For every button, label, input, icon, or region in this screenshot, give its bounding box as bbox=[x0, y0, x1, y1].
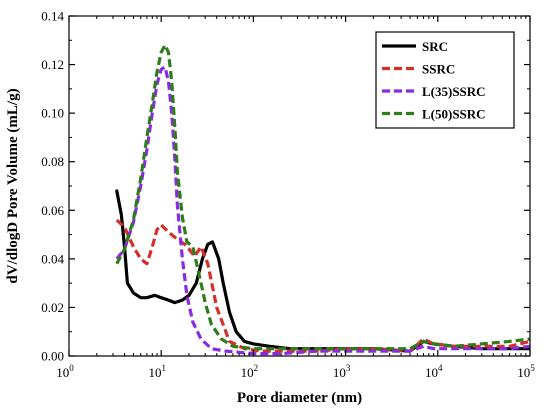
legend-label: SSRC bbox=[422, 62, 455, 77]
y-tick-label: 0.08 bbox=[41, 154, 64, 169]
legend: SRC SSRC L(35)SSRC L(50)SSRC bbox=[375, 31, 515, 129]
y-tick-label: 0.00 bbox=[41, 349, 64, 364]
x-tick-label: 100 bbox=[56, 363, 74, 380]
y-tick-label: 0.02 bbox=[41, 300, 64, 315]
series-line-1 bbox=[115, 218, 530, 353]
y-tick-label: 0.14 bbox=[41, 9, 64, 24]
ticks-layer: 100 101 102 103 104 105 0.00 0.02 0.04 0.06 0.08 0.… bbox=[41, 9, 535, 381]
series-layer bbox=[115, 43, 530, 356]
legend-label: SRC bbox=[422, 39, 448, 54]
x-tick-label: 105 bbox=[517, 363, 535, 380]
x-axis-title: Pore diameter (nm) bbox=[237, 390, 362, 406]
y-tick-label: 0.10 bbox=[41, 106, 64, 121]
y-tick-label: 0.04 bbox=[41, 251, 64, 266]
y-tick-label: 0.06 bbox=[41, 203, 64, 218]
x-tick-label: 101 bbox=[148, 363, 166, 380]
y-axis-title: dV/dlogD Pore Volume (mL/g) bbox=[5, 88, 21, 283]
x-tick-label: 104 bbox=[425, 363, 443, 380]
y-tick-label: 0.12 bbox=[41, 57, 64, 72]
x-tick-label: 102 bbox=[241, 363, 259, 380]
legend-label: L(35)SSRC bbox=[422, 84, 486, 99]
legend-label: L(50)SSRC bbox=[422, 107, 486, 122]
x-tick-label: 103 bbox=[333, 363, 351, 380]
series-line-2 bbox=[115, 65, 530, 356]
series-line-3 bbox=[115, 43, 530, 351]
